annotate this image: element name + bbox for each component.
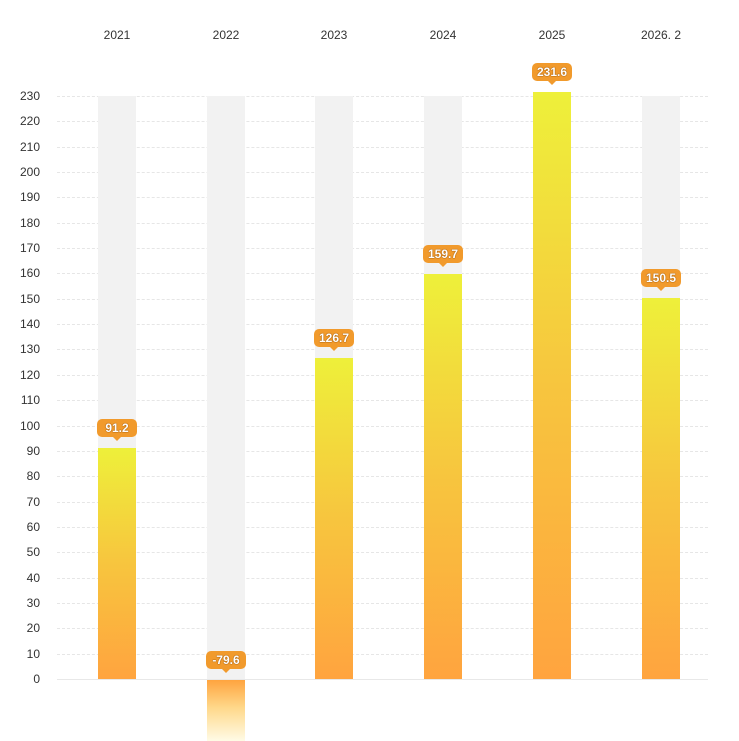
bar-2023[interactable] (315, 358, 353, 679)
value-label-badge: 150.5 (641, 269, 681, 291)
gridline (57, 451, 708, 452)
value-label-badge: 159.7 (423, 245, 463, 267)
category-label: 2021 (103, 28, 131, 42)
bar-2024[interactable] (424, 274, 462, 679)
bar-2021[interactable] (98, 448, 136, 679)
y-axis-tick-label: 50 (26, 545, 40, 559)
value-label-badge: 91.2 (97, 419, 137, 441)
gridline (57, 527, 708, 528)
bar-2025[interactable] (533, 92, 571, 679)
y-axis-tick-label: 170 (19, 241, 40, 255)
y-axis-tick-label: 230 (19, 89, 40, 103)
y-axis-tick-label: 200 (19, 165, 40, 179)
y-axis-tick-label: 160 (19, 266, 40, 280)
y-axis-tick-label: 90 (26, 444, 40, 458)
y-axis-tick-label: 100 (19, 419, 40, 433)
y-axis-tick-label: 190 (19, 190, 40, 204)
category-label: 2024 (429, 28, 457, 42)
y-axis-tick-label: 60 (26, 520, 40, 534)
category-label: 2025 (538, 28, 566, 42)
gridline (57, 349, 708, 350)
gridline (57, 172, 708, 173)
y-axis-tick-label: 20 (26, 621, 40, 635)
y-axis-tick-label: 150 (19, 292, 40, 306)
gridline (57, 628, 708, 629)
gridline (57, 121, 708, 122)
y-axis-tick-label: 220 (19, 114, 40, 128)
y-axis-tick-label: 180 (19, 216, 40, 230)
gridline (57, 426, 708, 427)
value-label-badge: 231.6 (532, 63, 572, 85)
y-axis-tick-label: 140 (19, 317, 40, 331)
y-axis-tick-label: 0 (33, 672, 40, 686)
x-axis-baseline (57, 679, 708, 680)
gridline (57, 375, 708, 376)
gridline (57, 248, 708, 249)
y-axis-tick-label: 210 (19, 140, 40, 154)
y-axis-tick-label: 120 (19, 368, 40, 382)
gridline (57, 96, 708, 97)
gridline (57, 223, 708, 224)
bar-track (207, 96, 245, 679)
y-axis-tick-label: 130 (19, 342, 40, 356)
category-label: 2022 (212, 28, 240, 42)
gridline (57, 147, 708, 148)
y-axis-tick-label: 10 (26, 647, 40, 661)
gridline (57, 273, 708, 274)
gridline (57, 197, 708, 198)
y-axis-tick-label: 30 (26, 596, 40, 610)
y-axis-tick-label: 40 (26, 571, 40, 585)
y-axis-tick-label: 80 (26, 469, 40, 483)
bar-2022[interactable] (207, 680, 245, 741)
gridline (57, 502, 708, 503)
y-axis-tick-label: 110 (20, 393, 40, 407)
value-label-badge: 126.7 (314, 329, 354, 351)
gridline (57, 476, 708, 477)
category-label: 2026. 2 (640, 28, 682, 42)
gridline (57, 603, 708, 604)
gridline (57, 400, 708, 401)
gridline (57, 578, 708, 579)
gridline (57, 299, 708, 300)
category-label: 2023 (320, 28, 348, 42)
value-label-badge: -79.6 (206, 651, 246, 673)
gridline (57, 654, 708, 655)
gridline (57, 324, 708, 325)
y-axis-tick-label: 70 (26, 495, 40, 509)
bar-20262[interactable] (642, 298, 680, 679)
gridline (57, 552, 708, 553)
